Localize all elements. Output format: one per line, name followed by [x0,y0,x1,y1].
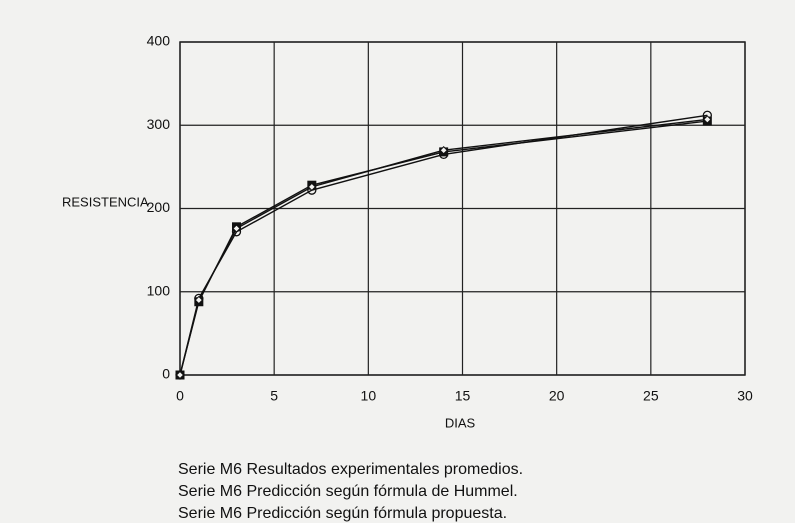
x-tick-label: 25 [643,388,659,404]
legend-entry: Serie M6 Resultados experimentales prome… [178,461,523,478]
marker-diamond [175,370,185,380]
y-tick-label: 200 [147,199,171,215]
x-tick-label: 20 [549,388,565,404]
y-tick-label: 100 [147,282,171,298]
y-axis-label: RESISTENCIA [62,194,149,209]
marker-diamond [439,146,448,155]
marker-diamond [194,295,204,305]
y-tick-label: 0 [162,366,170,382]
y-tick-label: 400 [147,33,171,49]
x-tick-label: 30 [737,388,753,404]
legend-entry: Serie M6 Predicción según fórmula de Hum… [178,483,518,500]
series-line [179,118,708,376]
marker-diamond [703,115,712,124]
x-tick-label: 0 [176,388,184,404]
x-tick-label: 10 [361,388,377,404]
marker-diamond [232,224,241,233]
legend-entry: Serie M6 Predicción según fórmula propue… [178,505,507,522]
x-axis-label: DIAS [445,415,476,430]
x-tick-label: 15 [455,388,471,404]
y-tick-label: 300 [147,116,171,132]
marker-diamond [307,182,317,192]
x-tick-label: 5 [270,388,278,404]
